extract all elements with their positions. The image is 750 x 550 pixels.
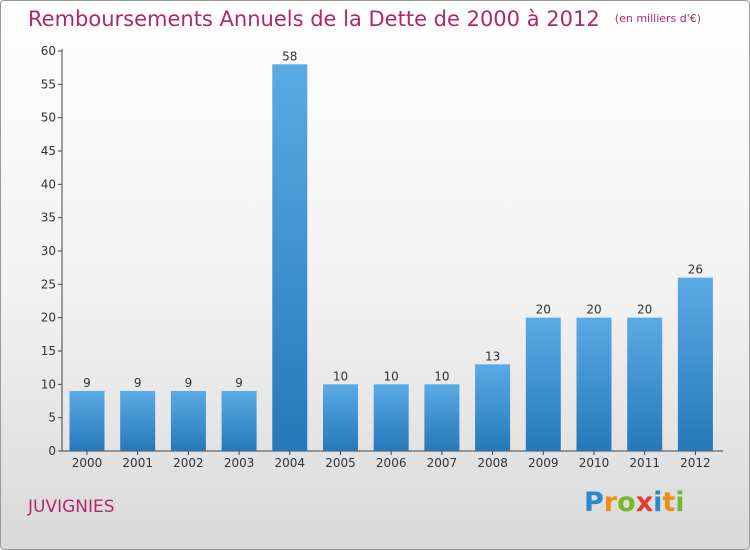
- y-tick-label: 30: [41, 244, 56, 258]
- data-label-2011: 20: [637, 303, 652, 317]
- bar-2004: [272, 64, 308, 452]
- logo-letter: i: [653, 487, 663, 518]
- y-tick-label: 50: [41, 111, 56, 125]
- chart-title-text: Remboursements Annuels de la Dette de 20…: [28, 7, 600, 31]
- commune-name: JUVIGNIES: [28, 497, 115, 517]
- bar-2006: [373, 384, 409, 451]
- y-tick-label: 15: [41, 344, 56, 358]
- y-tick-label: 55: [41, 77, 56, 91]
- bar-2010: [576, 317, 612, 451]
- y-tick-label: 20: [41, 311, 56, 325]
- data-label-2006: 10: [384, 369, 399, 383]
- y-tick-label: 35: [41, 211, 56, 225]
- x-tick-label-2003: 2003: [224, 456, 255, 470]
- chart-title: Remboursements Annuels de la Dette de 20…: [28, 7, 701, 31]
- bars: 9 9 9 9 58 10 10 10 13 20 20 20 26: [69, 49, 713, 452]
- x-tick-label-2011: 2011: [629, 456, 660, 470]
- bar-2012: [677, 277, 713, 451]
- x-tick-label-2000: 2000: [72, 456, 103, 470]
- bar-2003: [221, 391, 257, 451]
- x-tick-label-2007: 2007: [427, 456, 458, 470]
- x-tick-label-2001: 2001: [122, 456, 153, 470]
- data-label-2001: 9: [134, 376, 142, 390]
- y-tick-label: 10: [41, 377, 56, 391]
- bar-2002: [170, 391, 206, 451]
- logo-letter: x: [635, 487, 654, 518]
- logo-letter: r: [603, 487, 618, 518]
- bar-2007: [424, 384, 460, 451]
- data-label-2003: 9: [235, 376, 243, 390]
- logo-letter: o: [617, 487, 636, 518]
- y-tick-label: 25: [41, 277, 56, 291]
- x-tick-label-2005: 2005: [325, 456, 356, 470]
- data-label-2008: 13: [485, 349, 500, 363]
- bar-2001: [120, 391, 156, 451]
- y-tick-label: 0: [48, 444, 56, 458]
- y-tick-label: 40: [41, 177, 56, 191]
- data-label-2012: 26: [688, 263, 703, 277]
- x-tick-label-2002: 2002: [173, 456, 204, 470]
- data-label-2010: 20: [586, 303, 601, 317]
- logo-letter: i: [675, 487, 685, 518]
- chart-unit-label: (en milliers d'€): [614, 12, 702, 25]
- x-tick-label-2012: 2012: [680, 456, 711, 470]
- x-axis: 2000 2001 2002 2003 2004 2005 2006 2007 2008 2009…: [62, 450, 723, 470]
- y-axis: 0 5 10 15 20 25 30 35 40 45 50 55 60: [41, 44, 63, 458]
- data-label-2000: 9: [83, 376, 91, 390]
- data-label-2005: 10: [333, 369, 348, 383]
- data-label-2007: 10: [434, 369, 449, 383]
- bar-2005: [323, 384, 358, 451]
- bar-2011: [627, 317, 663, 451]
- data-label-2009: 20: [536, 303, 551, 317]
- data-label-2004: 58: [282, 49, 297, 63]
- data-label-2002: 9: [185, 376, 193, 390]
- y-tick-label: 5: [48, 411, 56, 425]
- y-tick-label: 60: [41, 44, 56, 58]
- y-tick-label: 45: [41, 144, 56, 158]
- x-tick-label-2010: 2010: [579, 456, 610, 470]
- x-tick-label-2009: 2009: [528, 456, 559, 470]
- logo-letter: t: [662, 487, 676, 518]
- proxiti-logo: Proxiti: [584, 487, 685, 518]
- logo-letter: P: [584, 487, 604, 518]
- x-tick-label-2004: 2004: [275, 456, 306, 470]
- bar-2000: [69, 391, 105, 451]
- x-tick-label-2006: 2006: [376, 456, 407, 470]
- bar-2009: [525, 317, 561, 451]
- bar-2008: [475, 364, 511, 451]
- x-tick-label-2008: 2008: [477, 456, 508, 470]
